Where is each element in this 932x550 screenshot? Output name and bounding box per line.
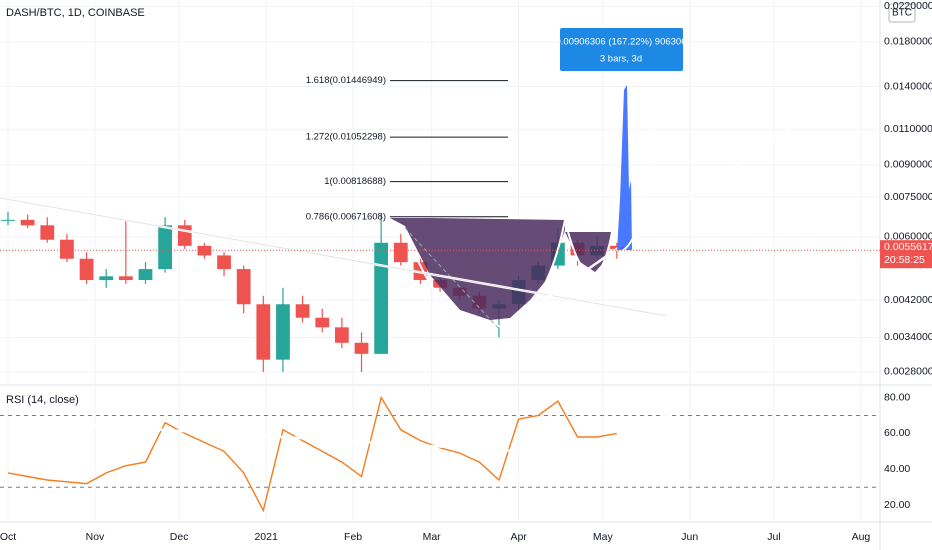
- support-line: [507, 126, 791, 327]
- x-tick-label: May: [593, 531, 614, 543]
- rsi-line: [7, 395, 617, 513]
- candle-body: [295, 304, 310, 318]
- x-tick-label: 2021: [254, 531, 278, 543]
- cup-fill: [390, 218, 565, 320]
- rsi-trendline: [0, 418, 615, 459]
- symbol-title: DASH/BTC, 1D, COINBASE: [6, 7, 145, 19]
- candle-body: [217, 255, 231, 270]
- y-tick-label: 60.00: [884, 427, 910, 439]
- candle-body: [20, 219, 35, 226]
- candle-body: [158, 225, 172, 270]
- fib-label: 1(0.00818688): [324, 176, 386, 187]
- candle-body: [374, 242, 389, 354]
- x-tick-label: Nov: [86, 531, 105, 543]
- measure-box: [560, 28, 683, 71]
- measure-text: 0.00906306 (167.22%) 906306: [555, 37, 686, 48]
- x-tick-label: Jul: [767, 531, 780, 543]
- rsi-support-line: [507, 410, 676, 485]
- x-tick-label: Mar: [423, 531, 442, 543]
- candle-body: [40, 225, 55, 240]
- trendline-edge: [0, 197, 668, 317]
- fib-label: 0.786(0.00671608): [306, 211, 386, 222]
- projection-bars: [617, 85, 632, 250]
- y-tick-label: 0.02200000: [884, 0, 932, 12]
- fib-label: 1.272(0.01052298): [306, 132, 386, 143]
- fib-label: 1.618(0.01446949): [306, 75, 386, 86]
- candle-body: [177, 225, 192, 246]
- projection-curve: [619, 87, 653, 253]
- cup-curve: [404, 219, 566, 329]
- candle-body: [256, 304, 271, 360]
- candle-body: [60, 239, 74, 259]
- candle-body: [79, 258, 94, 281]
- x-tick-label: Oct: [0, 531, 16, 543]
- x-tick-label: Aug: [852, 531, 871, 543]
- drawings: [0, 28, 791, 485]
- y-tick-label: 80.00: [884, 391, 910, 403]
- x-tick-label: Jun: [681, 531, 698, 543]
- candle-body: [334, 327, 349, 343]
- candle-body: [138, 269, 153, 281]
- y-tick-label: 40.00: [884, 463, 910, 475]
- candle-body: [354, 342, 369, 354]
- candle-body: [118, 276, 133, 281]
- candle-body: [1, 219, 15, 221]
- currency-label[interactable]: BTC: [892, 8, 912, 19]
- y-tick-label: 20.00: [884, 499, 910, 511]
- candle-body: [99, 276, 114, 281]
- candle-body: [276, 304, 290, 360]
- currency-badge[interactable]: [888, 3, 916, 23]
- candle-body: [609, 245, 624, 249]
- measure-subtext: 3 bars, 3d: [600, 54, 642, 65]
- candle-body: [393, 242, 408, 263]
- x-tick-label: Apr: [510, 531, 527, 543]
- countdown-label: 20:58:25: [884, 254, 925, 266]
- last-price-tag: [880, 240, 932, 269]
- candle-body: [315, 317, 330, 328]
- handle-curve: [567, 231, 613, 277]
- cup-diagonal: [404, 227, 501, 331]
- candle-body: [236, 269, 251, 305]
- last-price-label: 0.00556171: [884, 241, 932, 253]
- x-tick-label: Feb: [344, 531, 362, 543]
- x-tick-label: Dec: [170, 531, 189, 543]
- candle-body: [413, 262, 428, 281]
- rsi-title: RSI (14, close): [6, 394, 79, 406]
